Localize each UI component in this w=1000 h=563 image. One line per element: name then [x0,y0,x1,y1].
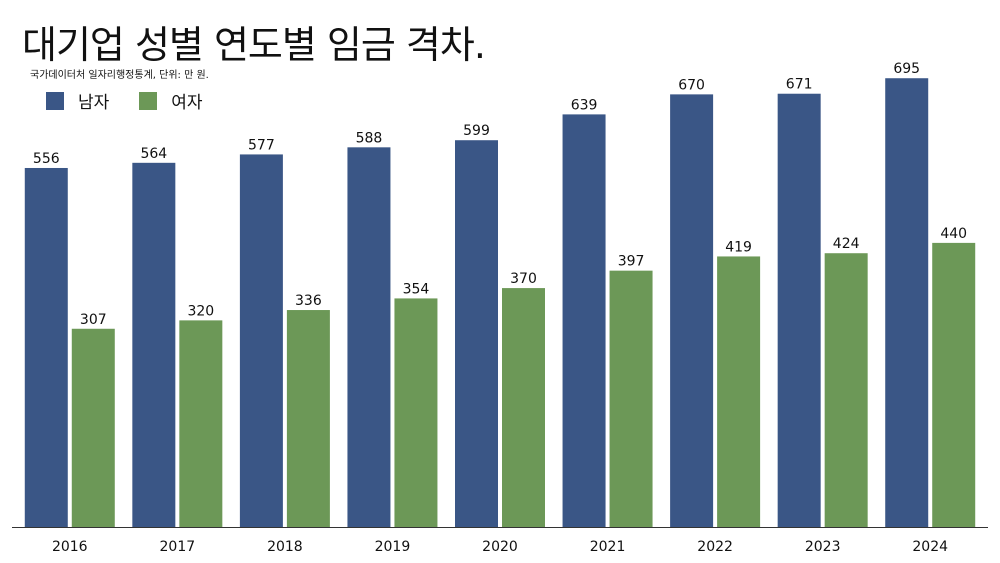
data-label-female-2020: 370 [510,271,537,287]
x-tick-label-2022: 2022 [697,539,733,555]
bar-male-2019 [347,147,391,527]
bar-female-2020 [502,288,545,527]
bar-female-2023 [824,253,868,527]
data-label-male-2018: 577 [248,137,275,153]
bar-female-2024 [932,242,976,527]
bar-female-2022 [717,256,761,527]
x-tick-label-2019: 2019 [375,539,411,555]
data-label-male-2017: 564 [140,146,167,162]
bar-male-2016 [24,167,68,528]
bar-female-2019 [394,298,438,527]
legend-item-male: 남자 [46,88,109,113]
data-label-male-2020: 599 [463,123,490,139]
x-tick-label-2020: 2020 [482,539,518,555]
x-tick-label-2023: 2023 [805,539,841,555]
data-label-male-2019: 588 [356,130,383,146]
bar-female-2018 [286,310,330,527]
x-tick-label-2021: 2021 [590,539,626,555]
bar-male-2017 [132,162,176,527]
x-tick-label-2018: 2018 [267,539,303,555]
chart-subtitle: 국가데이터처 일자리행정통계, 단위: 만 원. [30,70,209,81]
data-label-female-2019: 354 [403,281,430,297]
data-label-female-2024: 440 [940,226,967,242]
data-label-female-2017: 320 [187,303,214,319]
legend-label-male: 남자 [78,93,110,113]
bar-male-2018 [239,154,283,527]
data-label-female-2021: 397 [618,254,645,270]
data-label-male-2021: 639 [571,97,598,113]
bar-female-2016 [71,328,115,527]
data-label-female-2023: 424 [833,236,860,252]
data-label-female-2018: 336 [295,293,322,309]
bar-male-2021 [562,114,606,527]
x-tick-label-2016: 2016 [52,539,88,555]
legend: 남자 여자 [46,88,203,113]
x-tick-label-2024: 2024 [912,539,948,555]
bar-male-2022 [670,94,714,527]
data-label-male-2024: 695 [893,61,920,77]
legend-item-female: 여자 [139,88,203,113]
bar-male-2020 [455,140,498,527]
x-tick-label-2017: 2017 [160,539,196,555]
legend-label-female: 여자 [171,93,203,113]
legend-swatch-female [139,91,158,110]
data-label-female-2016: 307 [80,312,107,328]
bar-female-2017 [179,320,223,527]
legend-swatch-male [46,91,64,110]
chart-title: 대기업 성별 연도별 임금 격차. [22,23,486,67]
data-label-male-2022: 670 [678,77,705,93]
data-label-male-2023: 671 [786,77,813,93]
data-label-male-2016: 556 [33,151,60,167]
data-label-female-2022: 419 [725,239,752,255]
bar-male-2023 [777,93,821,528]
bar-female-2021 [609,270,653,527]
bar-male-2024 [885,78,929,527]
